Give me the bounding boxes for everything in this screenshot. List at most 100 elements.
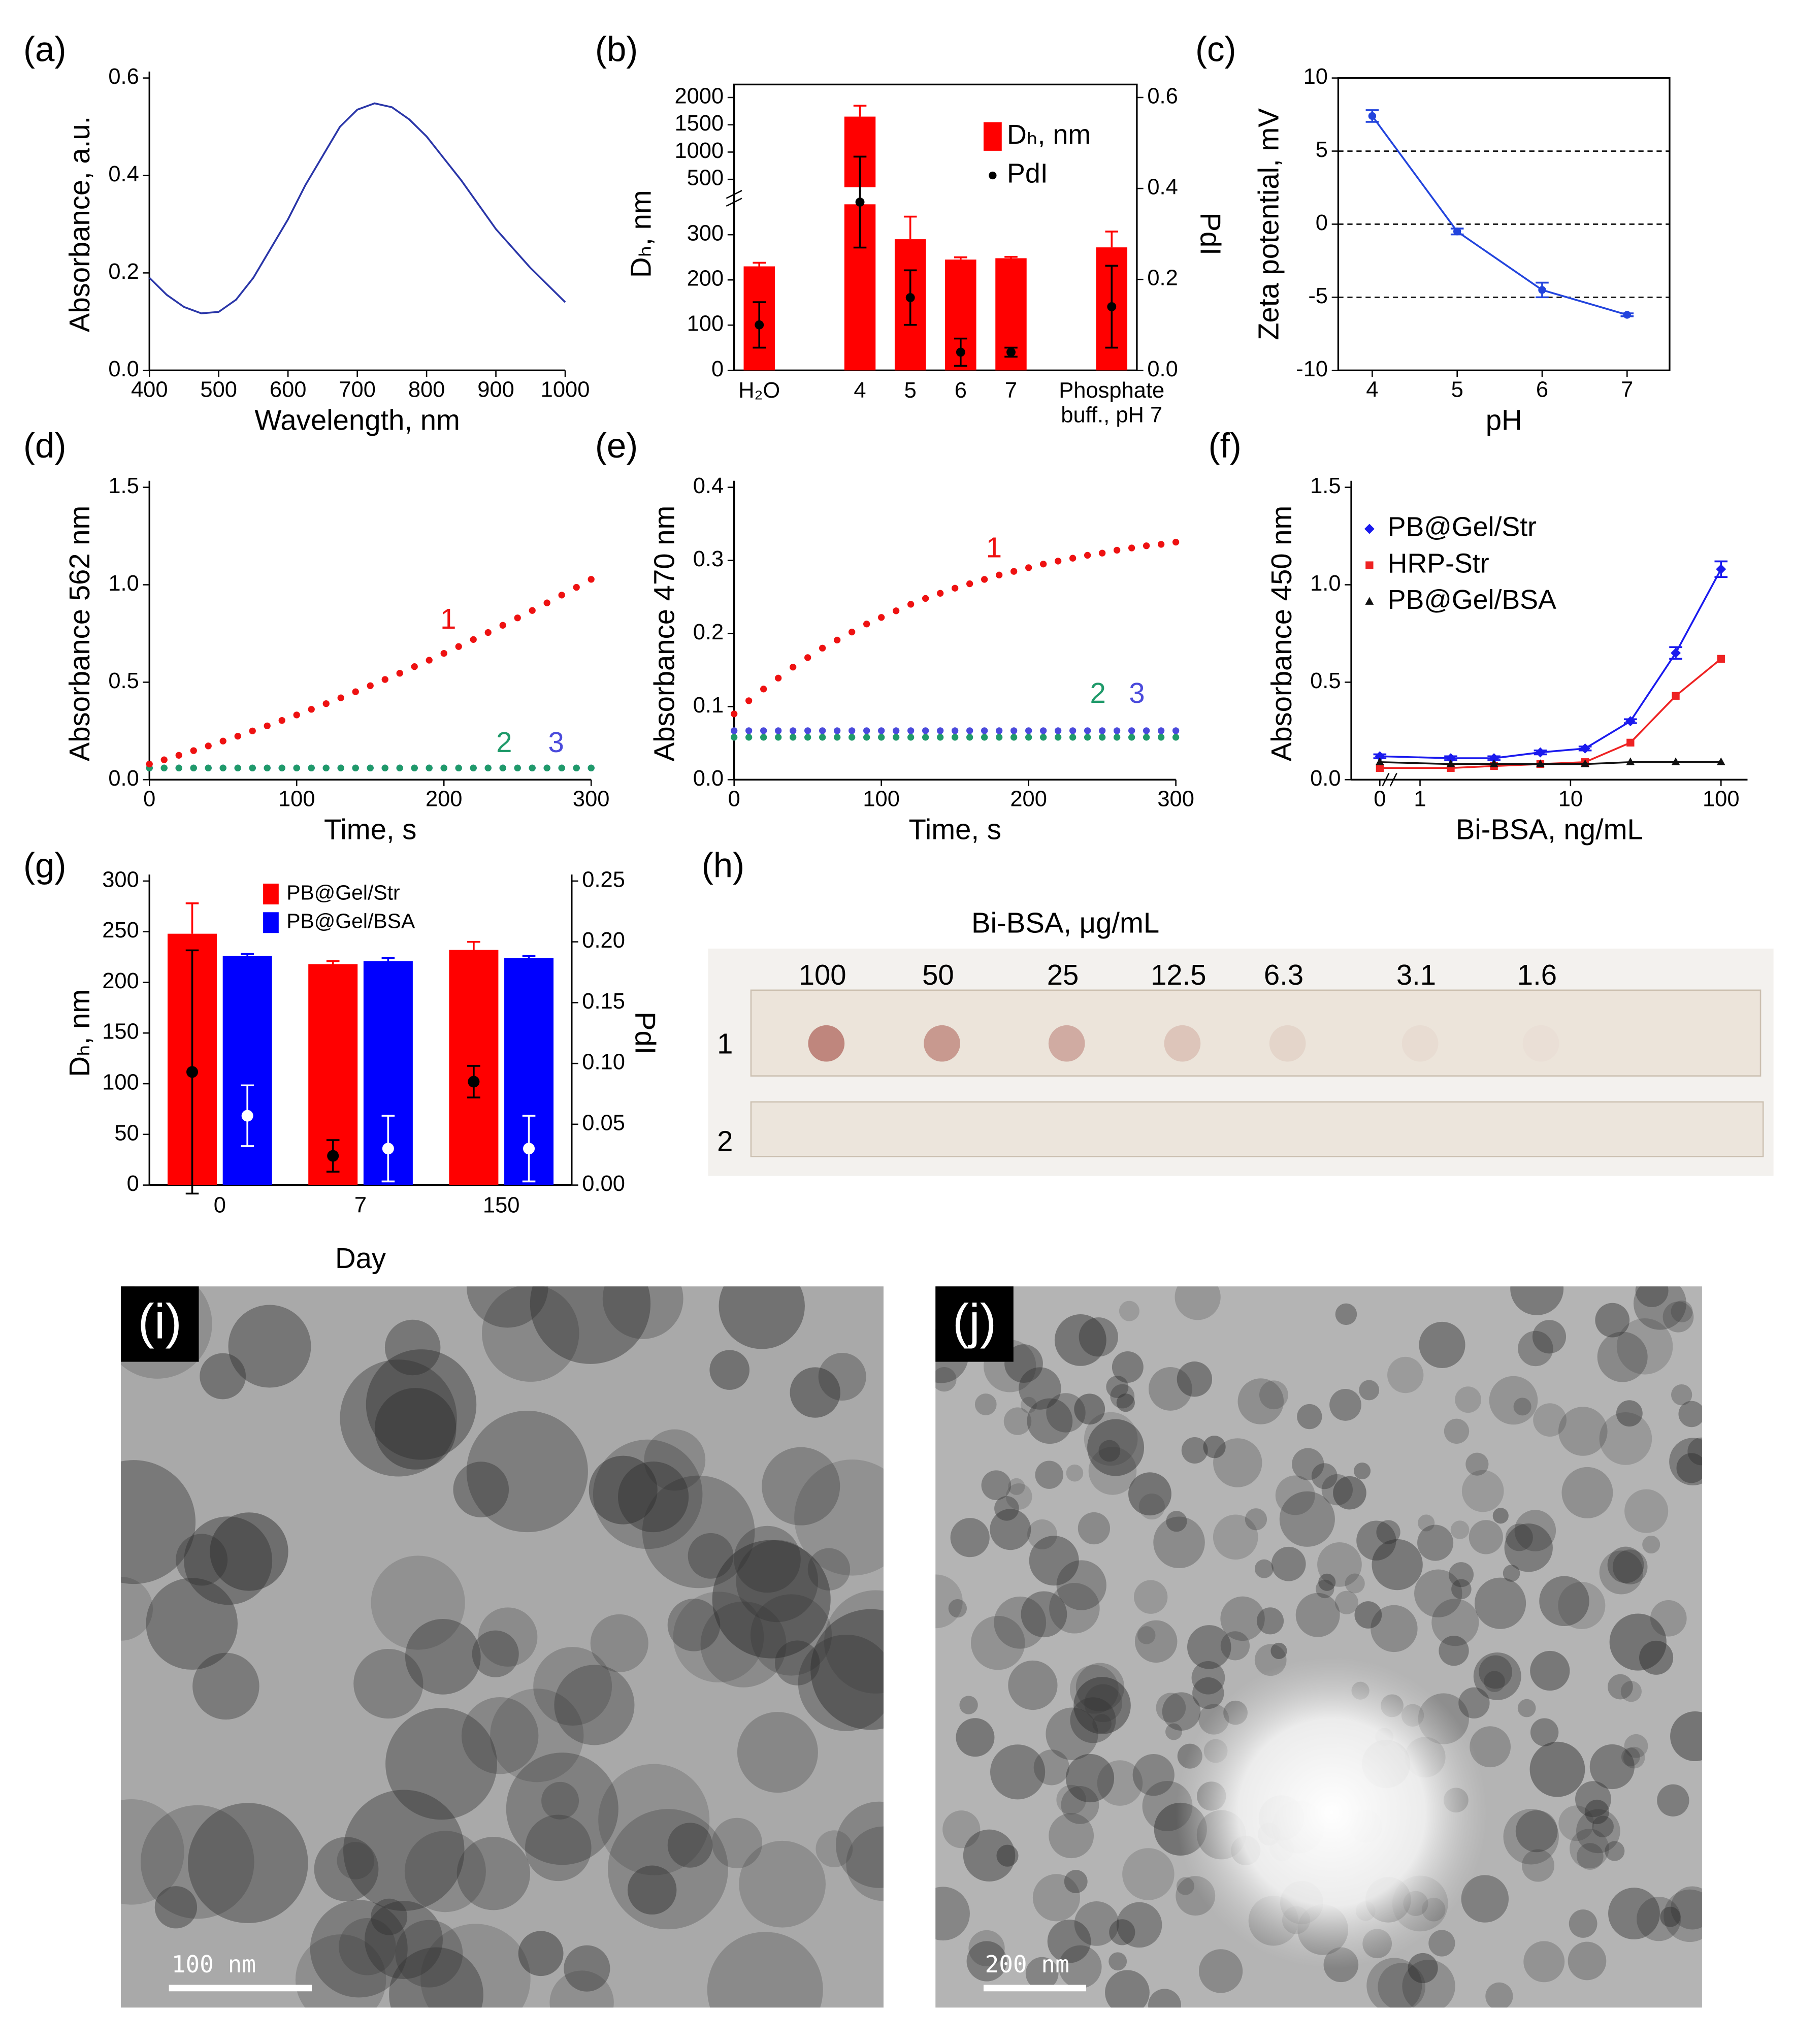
particle [816,1830,853,1868]
point [731,727,738,734]
point [1084,734,1091,741]
point [966,580,973,588]
particle [541,1781,579,1820]
particle [1049,1583,1100,1634]
particle [1295,1593,1340,1637]
point [499,764,506,771]
particle [1514,1510,1556,1551]
legend-label: HRP-Str [1388,548,1489,578]
panel-label: (c) [1195,29,1236,69]
particle [1177,1361,1213,1397]
x-tick-label: 400 [131,378,168,402]
particle [935,1367,957,1392]
point [892,607,900,614]
particle [1003,1407,1032,1435]
particle [1569,1909,1598,1938]
particle [1662,1301,1694,1333]
particle [602,1286,683,1339]
point [455,643,462,650]
particle [1065,1754,1115,1803]
point [1157,727,1165,734]
particle [1408,1953,1438,1984]
particle [1329,1389,1361,1421]
point [877,614,885,621]
point [907,727,915,734]
y-tick-label: 1000 [674,139,724,163]
concentration-label: 1.6 [1517,959,1557,991]
particle [688,1533,734,1579]
chart: (c) -10 -5 0 5 10 4 5 6 7 pH Zeta potential, mV [1195,29,1671,436]
particle [467,1286,548,1328]
x-tick-label: 5 [1451,378,1463,402]
particle [1570,1829,1609,1869]
x-tick-label: 4 [854,378,866,403]
y-tick-label: 50 [114,1121,139,1145]
point [573,583,580,591]
particle [1354,1601,1382,1629]
particle [1354,1462,1371,1480]
point [529,607,536,614]
particle [1321,1474,1353,1506]
particle [1608,1674,1633,1700]
marker [1625,716,1636,727]
y-tick-label: 0.0 [1310,766,1341,791]
particle [1489,1376,1538,1425]
point [1143,542,1150,549]
chart: (f) 0.0 0.5 1.0 1.5 0 1 10 100 Bi-BSA, ng/mL Absor… [1209,426,1748,846]
point [1039,561,1047,568]
particle [384,1319,441,1376]
point [951,585,959,592]
y-tick-label: 300 [102,867,139,892]
error-bar [1105,231,1119,248]
particle [762,1447,840,1526]
particle [1428,1930,1455,1957]
spot [1269,1025,1306,1062]
particle [228,1305,311,1388]
particle [405,1618,481,1695]
point [936,734,944,741]
point [381,764,388,771]
particle [1624,1734,1648,1758]
particle [120,1576,153,1641]
particle [1318,1573,1336,1591]
y-tick-label: 250 [102,918,139,943]
point [1069,734,1077,741]
particle [719,1286,805,1349]
point [264,722,271,730]
axis-break [726,190,742,207]
particle [482,1286,579,1382]
particle [966,1941,1007,1982]
chart: (a) 0.0 0.2 0.4 0.6 400 500 600 700 800 900 1000 Wav… [23,29,590,436]
particle [1533,1403,1567,1437]
particle [790,1367,840,1418]
particle [1345,1573,1365,1594]
particle [120,1460,196,1584]
point [1010,734,1018,741]
particle [1074,1393,1105,1425]
concentration-label: 6.3 [1264,959,1303,991]
x-tick-label: 300 [573,787,610,812]
particle [1110,1384,1135,1409]
particle [533,1647,612,1726]
particle [1378,1963,1426,2008]
particle [1203,1436,1226,1458]
particle [530,1286,651,1364]
series-label: 3 [548,726,564,758]
y2-tick-label: 0.20 [582,928,625,953]
y-tick-label: 0.2 [693,620,724,644]
panel-label: (g) [23,846,66,885]
particle [1624,1489,1669,1533]
point [381,676,388,683]
particle [589,1455,658,1524]
particle [1642,1535,1660,1554]
x-tick-label-box: H₂O [738,378,780,403]
point [249,727,256,735]
point [819,734,826,741]
point [523,1143,535,1155]
y-tick-label: 200 [102,969,139,993]
error-bar [522,955,536,958]
point [863,621,870,628]
concentration-label: 12.5 [1151,959,1207,991]
point [834,636,841,644]
